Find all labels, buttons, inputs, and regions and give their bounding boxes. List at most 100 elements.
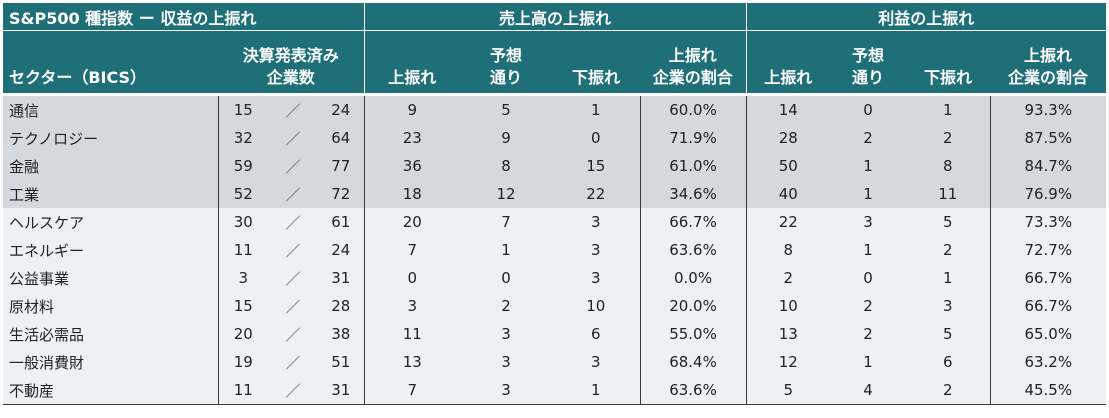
table-row: 生活必需品 20 ／ 38 11 3 6 55.0% 13 2 5 65.0% — [3, 320, 1107, 348]
profit-below-value: 11 — [906, 180, 991, 208]
profit-below-value: 3 — [906, 292, 991, 320]
reported-count: 15 — [217, 93, 268, 124]
profit-above-value: 10 — [745, 292, 831, 320]
table-row: テクノロジー 32 ／ 64 23 9 0 71.9% 28 2 2 87.5% — [3, 124, 1107, 152]
revenue-expected-value: 1 — [460, 236, 553, 264]
reported-column-header: 決算発表済み 企業数 — [218, 30, 365, 95]
reported-count: 30 — [217, 208, 268, 236]
profit-expected-value: 2 — [830, 292, 907, 320]
profit-ratio-value: 84.7% — [989, 152, 1107, 180]
reported-count: 32 — [217, 124, 268, 152]
profit-below-value: 1 — [906, 93, 991, 124]
total-count: 38 — [318, 320, 365, 348]
profit-expected-line2: 通り — [852, 68, 885, 87]
revenue-ratio-value: 34.6% — [639, 180, 747, 208]
revenue-below-value: 1 — [552, 376, 641, 405]
profit-above-value: 8 — [745, 236, 831, 264]
profit-expected-header: 予想 通り — [830, 30, 907, 95]
profit-expected-value: 1 — [830, 348, 907, 376]
profit-expected-value: 1 — [830, 180, 907, 208]
profit-expected-value: 1 — [830, 152, 907, 180]
revenue-ratio-line2: 企業の割合 — [652, 68, 733, 87]
revenue-expected-value: 9 — [460, 124, 553, 152]
header-column-row: セクター（BICS） 決算発表済み 企業数 上振れ 予想 通り 下振れ 上振れ 企業の… — [3, 30, 1107, 95]
revenue-ratio-value: 61.0% — [639, 152, 747, 180]
revenue-below-value: 15 — [552, 152, 641, 180]
profit-below-value: 2 — [906, 376, 991, 405]
sector-name: エネルギー — [3, 236, 218, 264]
reported-count: 11 — [217, 236, 268, 264]
profit-above-value: 22 — [745, 208, 831, 236]
revenue-below-value: 6 — [552, 320, 641, 348]
profit-above-value: 13 — [745, 320, 831, 348]
profit-ratio-value: 72.7% — [989, 236, 1107, 264]
separator-slash: ／ — [268, 124, 318, 152]
revenue-below-value: 22 — [552, 180, 641, 208]
reported-count: 3 — [217, 264, 268, 292]
revenue-expected-line2: 通り — [490, 68, 523, 87]
separator-slash: ／ — [268, 236, 318, 264]
profit-below-value: 2 — [906, 236, 991, 264]
total-count: 77 — [318, 152, 365, 180]
revenue-expected-value: 0 — [460, 264, 553, 292]
main-title: S&P500 種指数 ー 収益の上振れ — [3, 3, 365, 31]
sector-name: テクノロジー — [3, 124, 218, 152]
total-count: 24 — [318, 236, 365, 264]
separator-slash: ／ — [268, 180, 318, 208]
revenue-ratio-value: 71.9% — [639, 124, 747, 152]
revenue-above-value: 7 — [363, 376, 461, 405]
separator-slash: ／ — [268, 376, 318, 405]
sector-column-header: セクター（BICS） — [3, 30, 218, 95]
profit-expected-value: 1 — [830, 236, 907, 264]
sector-name: 原材料 — [3, 292, 218, 320]
revenue-expected-value: 7 — [460, 208, 553, 236]
profit-ratio-value: 93.3% — [989, 93, 1107, 124]
profit-above-value: 5 — [745, 376, 831, 405]
profit-below-value: 5 — [906, 208, 991, 236]
reported-count: 52 — [217, 180, 268, 208]
table-row: 金融 59 ／ 77 36 8 15 61.0% 50 1 8 84.7% — [3, 152, 1107, 180]
total-count: 31 — [318, 376, 365, 405]
total-count: 28 — [318, 292, 365, 320]
revenue-expected-header: 予想 通り — [460, 30, 553, 95]
revenue-above-value: 9 — [363, 93, 461, 124]
revenue-above-value: 3 — [363, 292, 461, 320]
revenue-ratio-value: 68.4% — [639, 348, 747, 376]
revenue-below-value: 0 — [552, 124, 641, 152]
revenue-expected-value: 12 — [460, 180, 553, 208]
revenue-ratio-value: 60.0% — [639, 93, 747, 124]
sector-name: ヘルスケア — [3, 208, 218, 236]
revenue-below-value: 10 — [552, 292, 641, 320]
revenue-ratio-value: 66.7% — [639, 208, 747, 236]
reported-count: 11 — [217, 376, 268, 405]
separator-slash: ／ — [268, 348, 318, 376]
total-count: 51 — [318, 348, 365, 376]
table-row: ヘルスケア 30 ／ 61 20 7 3 66.7% 22 3 5 73.3% — [3, 208, 1107, 236]
separator-slash: ／ — [268, 152, 318, 180]
table-row: 不動産 11 ／ 31 7 3 1 63.6% 5 4 2 45.5% — [3, 376, 1107, 405]
header-group-row: S&P500 種指数 ー 収益の上振れ 売上高の上振れ 利益の上振れ — [3, 3, 1107, 31]
profit-expected-value: 3 — [830, 208, 907, 236]
revenue-below-value: 1 — [552, 93, 641, 124]
reported-count: 59 — [217, 152, 268, 180]
revenue-ratio-header: 上振れ 企業の割合 — [640, 30, 747, 95]
revenue-expected-value: 3 — [460, 320, 553, 348]
profit-above-value: 12 — [745, 348, 831, 376]
total-count: 31 — [318, 264, 365, 292]
table-row: 一般消費財 19 ／ 51 13 3 3 68.4% 12 1 6 63.2% — [3, 348, 1107, 376]
table-row: 原材料 15 ／ 28 3 2 10 20.0% 10 2 3 66.7% — [3, 292, 1107, 320]
profit-ratio-value: 65.0% — [989, 320, 1107, 348]
sector-name: 生活必需品 — [3, 320, 218, 348]
profit-expected-value: 4 — [830, 376, 907, 405]
profit-above-value: 2 — [745, 264, 831, 292]
revenue-ratio-line1: 上振れ — [668, 46, 717, 65]
reported-header-line1: 決算発表済み — [242, 46, 339, 65]
profit-ratio-value: 66.7% — [989, 292, 1107, 320]
revenue-group-title: 売上高の上振れ — [363, 3, 747, 31]
separator-slash: ／ — [268, 292, 318, 320]
profit-below-header: 下振れ — [906, 30, 991, 95]
profit-below-value: 1 — [906, 264, 991, 292]
profit-ratio-value: 63.2% — [989, 348, 1107, 376]
profit-group-title: 利益の上振れ — [745, 3, 1107, 31]
revenue-ratio-value: 63.6% — [639, 236, 747, 264]
